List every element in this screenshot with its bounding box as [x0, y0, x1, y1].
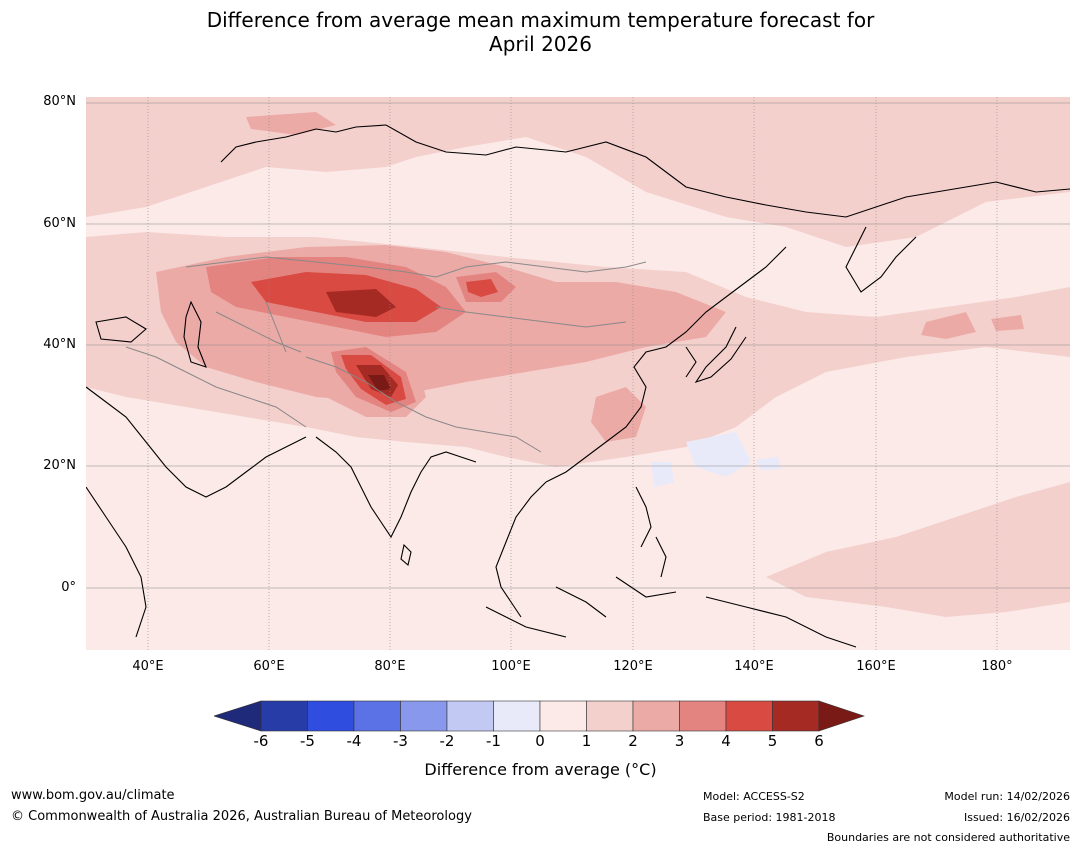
- footer-website[interactable]: www.bom.gov.au/climate: [11, 788, 175, 803]
- colorbar-extend-high: [818, 700, 865, 732]
- lon-label-40e: 40°E: [132, 659, 164, 674]
- anomaly-2-3-pacific-patch-2: [991, 315, 1024, 331]
- anomaly-4-5-mongolia: [466, 279, 498, 297]
- colorbar-segment: [446, 700, 494, 732]
- coastline-caspian: [183, 300, 207, 368]
- coastline-black-sea: [95, 316, 147, 343]
- anomaly-over-6-karakoram: [368, 375, 391, 391]
- anomaly-negative-pacific-2: [756, 457, 781, 470]
- colorbar-segment: [679, 700, 727, 732]
- colorbar-segment: [772, 700, 820, 732]
- colorbar-tick-label: 6: [814, 732, 824, 750]
- anomaly-1-2-arctic-west: [86, 97, 246, 137]
- colorbar-tick-label: 1: [581, 732, 592, 750]
- colorbar-extend-low: [214, 700, 262, 732]
- coastline-indochina: [495, 481, 547, 618]
- coastline-indonesia: [485, 576, 857, 648]
- colorbar-segment: [725, 700, 773, 732]
- colorbar-tick-label: 2: [628, 732, 638, 750]
- colorbar: [214, 700, 865, 732]
- coastline-east-asia: [545, 246, 787, 483]
- colorbar-tick-label: -3: [393, 732, 408, 750]
- lat-label-80n: 80°N: [43, 94, 76, 109]
- coastline-east-africa: [86, 486, 147, 638]
- colorbar-tick-label: 4: [721, 732, 731, 750]
- colorbar-segment: [260, 700, 308, 732]
- title-line-1: Difference from average mean maximum tem…: [206, 8, 875, 32]
- colorbar-segment: [493, 700, 541, 732]
- footer-issued: Issued: 16/02/2026: [963, 811, 1070, 824]
- colorbar-tick-label: -2: [439, 732, 455, 750]
- lon-label-100e: 100°E: [491, 659, 531, 674]
- boundary-himalaya: [305, 356, 542, 453]
- colorbar-tick-label: 3: [674, 732, 685, 750]
- colorbar-tick-label: -1: [486, 732, 501, 750]
- colorbar-title: Difference from average (°C): [424, 760, 657, 779]
- colorbar-segment: [307, 700, 355, 732]
- lon-label-80e: 80°E: [374, 659, 406, 674]
- anomaly-2-3-china-east: [591, 387, 646, 442]
- title-line-2: April 2026: [489, 32, 592, 56]
- colorbar-tick-label: -6: [253, 732, 269, 750]
- coastline-kamchatka: [845, 226, 917, 293]
- boundary-russia-kazakhstan: [185, 256, 647, 278]
- coastline-arctic: [220, 124, 1070, 218]
- boundary-china-mongolia: [435, 306, 627, 328]
- footer-base-period: Base period: 1981-2018: [703, 811, 836, 824]
- forecast-map: [86, 97, 1070, 650]
- colorbar-tick-label: -4: [346, 732, 362, 750]
- lat-label-0: 0°: [61, 580, 76, 595]
- coastline-arabia: [86, 386, 307, 498]
- coastline-sri-lanka: [400, 543, 412, 567]
- boundary-central-asia: [215, 301, 302, 353]
- colorbar-segment: [353, 700, 401, 732]
- lon-label-60e: 60°E: [253, 659, 285, 674]
- coastline-india: [315, 436, 477, 539]
- boundary-middle-east: [125, 346, 307, 428]
- footer-copyright: © Commonwealth of Australia 2026, Austra…: [11, 809, 472, 824]
- graticule: [86, 97, 1070, 650]
- anomaly-1-2-pacific: [766, 482, 1070, 617]
- colorbar-tick-label: 0: [535, 732, 545, 750]
- lon-label-120e: 120°E: [613, 659, 653, 674]
- anomaly-5-6-kazakhstan: [326, 289, 396, 317]
- lat-label-60n: 60°N: [43, 216, 76, 231]
- colorbar-tick-label: 5: [767, 732, 778, 750]
- colorbar-segment: [400, 700, 448, 732]
- colorbar-tick-label: -5: [300, 732, 315, 750]
- footer-model-run: Model run: 14/02/2026: [944, 790, 1070, 803]
- colorbar-segment: [632, 700, 680, 732]
- anomaly-negative-south-china-sea: [651, 462, 674, 487]
- coastline-korea-japan: [685, 326, 747, 384]
- footer-model: Model: ACCESS-S2: [703, 790, 805, 803]
- colorbar-segments: [214, 700, 865, 732]
- lon-label-180: 180°: [981, 659, 1013, 674]
- lat-label-20n: 20°N: [43, 458, 76, 473]
- coastline-philippines: [635, 486, 667, 578]
- colorbar-segment: [586, 700, 634, 732]
- coastlines: [86, 124, 1070, 648]
- lat-label-40n: 40°N: [43, 337, 76, 352]
- lon-label-140e: 140°E: [734, 659, 774, 674]
- lon-label-160e: 160°E: [856, 659, 896, 674]
- footer-disclaimer: Boundaries are not considered authoritat…: [826, 831, 1070, 844]
- anomaly-2-3-pacific-patch: [921, 312, 976, 339]
- country-boundaries: [125, 256, 647, 453]
- map-svg: [86, 97, 1070, 650]
- colorbar-segment: [539, 700, 587, 732]
- anomaly-1-2-north: [86, 97, 1070, 247]
- chart-title: Difference from average mean maximum tem…: [0, 8, 1081, 56]
